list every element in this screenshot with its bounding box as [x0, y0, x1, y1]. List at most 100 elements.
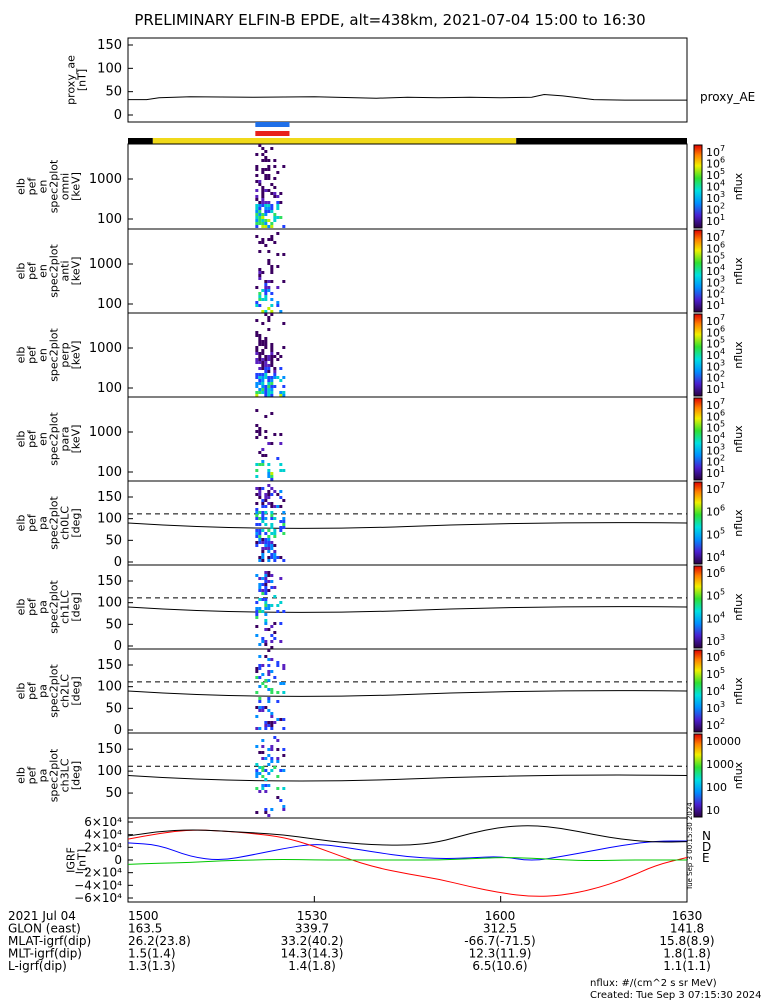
spectrogram-pixel	[270, 225, 274, 228]
spectrogram-pixel	[255, 222, 259, 225]
spectrogram-pixel	[267, 168, 271, 171]
spectrogram-pixel	[255, 763, 259, 766]
spectrogram-pixel	[261, 706, 265, 709]
spectrogram-pixel	[273, 490, 277, 493]
proxy-ae-ylabel-line: [nT]	[76, 69, 89, 91]
footer-created: Created: Tue Sep 3 07:15:30 2024	[590, 990, 762, 1000]
spectrogram-pixel	[258, 352, 262, 355]
spectrogram-pixel	[261, 271, 265, 274]
spectrogram-pixel	[261, 589, 265, 592]
footer-value: 14.3(14.3)	[281, 947, 344, 961]
spectrogram-pixel	[267, 658, 271, 661]
footer-row-label: 2021 Jul 04	[8, 909, 76, 923]
spectrogram-pixel	[264, 454, 268, 457]
spectrogram-tick-label: 50	[105, 786, 122, 801]
spectrogram-pixel	[255, 514, 259, 517]
spectrogram-pixel	[255, 493, 259, 496]
spectrogram-pixel	[279, 496, 283, 499]
spectrogram-pixel	[270, 349, 274, 352]
spectrogram-pixel	[264, 496, 268, 499]
spectrogram-pixel	[258, 304, 262, 307]
spectrogram-pixel	[261, 238, 265, 241]
spectrogram-pixel	[267, 754, 271, 757]
igrf-legend-n: N	[702, 829, 711, 843]
spectrogram-pixel	[270, 688, 274, 691]
footer-units: nflux: #/(cm^2 s sr MeV)	[590, 978, 717, 989]
spectrogram-pixel	[255, 613, 259, 616]
spectrogram-pixel	[264, 577, 268, 580]
spectrogram-pixel	[279, 216, 283, 219]
spectrogram-pixel	[258, 643, 262, 646]
spectrogram-pixel	[261, 787, 265, 790]
spectrogram-pixel	[282, 346, 286, 349]
spectrogram-pixel	[258, 183, 262, 186]
spectrogram-pixel	[264, 778, 268, 781]
spectrogram-pixel	[270, 222, 274, 225]
spectrogram-pixel	[270, 207, 274, 210]
spectrogram-pixel	[267, 559, 271, 562]
fgm-bar-black	[516, 138, 687, 144]
fgm-bar-yellow	[152, 138, 517, 144]
spectrogram-pixel	[270, 376, 274, 379]
igrf-tick-label: 6×10⁴	[84, 815, 122, 829]
spectrogram-pixel	[270, 511, 274, 514]
spectrogram-pixel	[264, 808, 268, 811]
spectrogram-pixel	[261, 583, 265, 586]
spectrogram-pixel	[261, 637, 265, 640]
spectrogram-pixel	[267, 679, 271, 682]
spectrogram-frame	[127, 312, 688, 398]
spectrogram-pixel	[264, 592, 268, 595]
spectrogram-pixel	[270, 646, 274, 649]
footer-value: 1.4(1.8)	[288, 959, 336, 973]
spectrogram-pixel	[261, 222, 265, 225]
spectrogram-pixel	[273, 192, 277, 195]
spectrogram-pixel	[279, 799, 283, 802]
spectrogram-pixel	[261, 553, 265, 556]
spectrogram-pixel	[258, 361, 262, 364]
spectrogram-pixel	[261, 463, 265, 466]
spectrogram-pixel	[267, 316, 271, 319]
spectrogram-pixel	[261, 556, 265, 559]
spectrogram-pixel	[255, 670, 259, 673]
footer-value: 33.2(40.2)	[281, 934, 344, 948]
spectrogram-pixel	[267, 688, 271, 691]
spectrogram-pixel	[267, 550, 271, 553]
spectrogram-pixel	[255, 385, 259, 388]
spectrogram-pixel	[255, 772, 259, 775]
spectrogram-pixel	[276, 253, 280, 256]
spectrogram-pixel	[261, 391, 265, 394]
spectrogram-pixel	[273, 195, 277, 198]
spectrogram-pixel	[261, 460, 265, 463]
spectrogram-pixel	[267, 204, 271, 207]
spectrogram-pixel	[279, 394, 283, 397]
spectrogram-pixel	[264, 430, 268, 433]
spectrogram-pixel	[264, 298, 268, 301]
spectrogram-ylabel-line: elb	[15, 767, 28, 784]
spectrogram-pixel	[258, 535, 262, 538]
spectrogram-pixel	[258, 367, 262, 370]
spectrogram-pixel	[258, 213, 262, 216]
spectrogram-pixel	[279, 520, 283, 523]
spectrogram-tick-label: 100	[97, 381, 122, 396]
spectrogram-pixel	[261, 219, 265, 222]
spectrogram-pixel	[261, 745, 265, 748]
colorbar-tick-label: 106	[706, 565, 725, 580]
spectrogram-pixel	[282, 664, 286, 667]
spectrogram-pixel	[261, 358, 265, 361]
spectrogram-pixel	[264, 244, 268, 247]
spectrogram-pixel	[255, 225, 259, 228]
spectrogram-pixel	[282, 385, 286, 388]
spectrogram-pixel	[267, 385, 271, 388]
colorbar-label: nflux	[732, 172, 745, 200]
spectrogram-pixel	[261, 198, 265, 201]
spectrogram-pixel	[273, 529, 277, 532]
spectrogram-pixel	[270, 604, 274, 607]
spectrogram-pixel	[267, 649, 271, 652]
spectrogram-pixel	[267, 544, 271, 547]
spectrogram-pixel	[255, 358, 259, 361]
plot-title: PRELIMINARY ELFIN-B EPDE, alt=438km, 202…	[134, 11, 645, 29]
spectrogram-pixel	[258, 496, 262, 499]
spectrogram-pixel	[282, 754, 286, 757]
spectrogram-pixel	[264, 784, 268, 787]
colorbar-frame	[693, 313, 703, 397]
